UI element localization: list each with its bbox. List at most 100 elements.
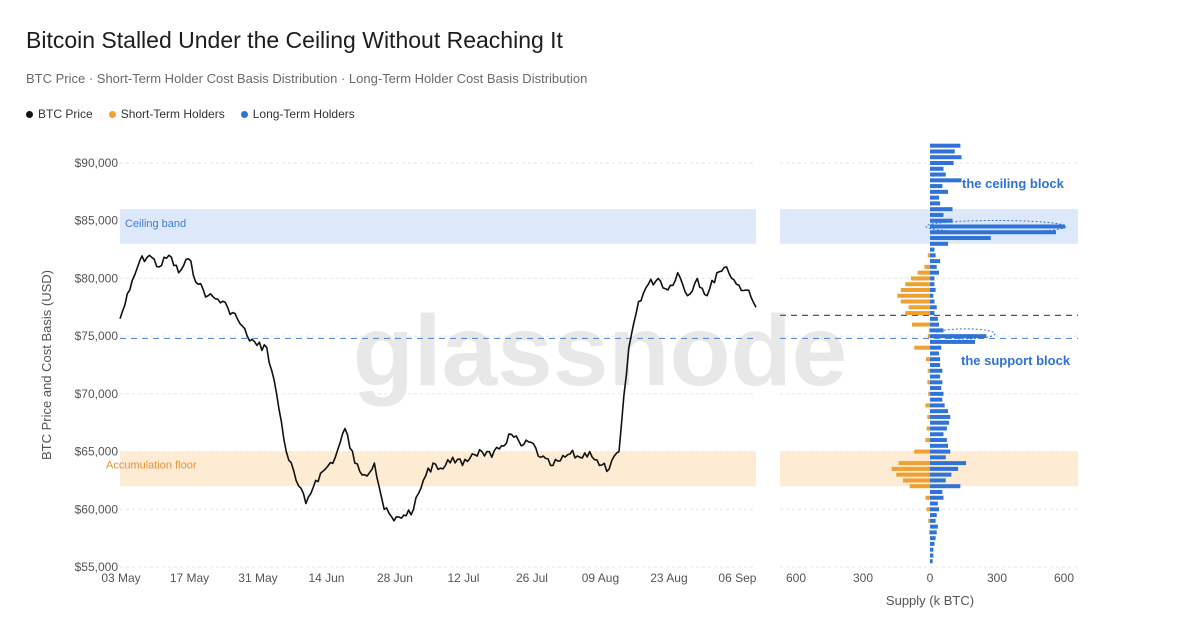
sth-bar [925, 403, 930, 408]
x-tick-label: 0 [927, 571, 934, 585]
lth-bar [930, 276, 935, 281]
lth-bar [930, 374, 941, 379]
sth-bar [927, 334, 930, 339]
sth-bar [914, 345, 930, 350]
y-tick-label: $65,000 [75, 445, 119, 459]
y-tick-label: $55,000 [75, 560, 119, 574]
lth-bar [930, 201, 941, 206]
sth-bar [925, 357, 930, 362]
lth-bar [930, 322, 939, 327]
lth-bar [930, 489, 943, 494]
x-tick-label: 06 Sep [718, 571, 756, 585]
lth-bar [930, 178, 962, 183]
lth-bar [930, 501, 938, 506]
x-tick-label: 600 [1054, 571, 1074, 585]
legend-label: Long-Term Holders [252, 107, 355, 121]
y-tick-label: $60,000 [75, 502, 119, 516]
y-axis-label: BTC Price and Cost Basis (USD) [39, 270, 54, 460]
x-tick-label: 14 Jun [308, 571, 344, 585]
lth-bar [930, 547, 934, 552]
lth-bar [930, 184, 943, 189]
sth-bar [898, 461, 930, 466]
sth-bar [910, 276, 930, 281]
y-tick-label: $75,000 [75, 329, 119, 343]
lth-bar [930, 524, 938, 529]
lth-bar [930, 530, 937, 535]
lth-bar [930, 166, 944, 171]
lth-bar [930, 536, 936, 541]
lth-bar [930, 311, 935, 316]
lth-bar [930, 472, 952, 477]
lth-bar [930, 559, 933, 564]
lth-bar [930, 541, 935, 546]
sth-bar [927, 414, 930, 419]
legend-item-long-term-holders: Long-Term Holders [240, 107, 355, 121]
sth-bar [891, 466, 930, 471]
legend-label: BTC Price [38, 107, 93, 121]
x-tick-label: 12 Jul [447, 571, 479, 585]
lth-bar [930, 207, 953, 212]
annotation-ceiling-block: the ceiling block [962, 176, 1065, 191]
lth-bar [930, 513, 937, 518]
band-label-ceiling: Ceiling band [125, 218, 186, 230]
lth-bar [930, 357, 941, 362]
annotation-support-block: the support block [961, 353, 1071, 368]
lth-bar [930, 409, 948, 414]
lth-bar [930, 432, 944, 437]
lth-bar [930, 478, 946, 483]
legend-dot-icon [240, 110, 248, 118]
lth-bar [930, 403, 945, 408]
sth-bar [926, 507, 930, 512]
y-tick-label: $85,000 [75, 214, 119, 228]
x-tick-label: 28 Jun [377, 571, 413, 585]
sth-bar [908, 305, 930, 310]
lth-bar [930, 305, 937, 310]
x-tick-label: 17 May [170, 571, 209, 585]
x-tick-label: 23 Aug [650, 571, 687, 585]
x-tick-label: 600 [786, 571, 806, 585]
lth-bar [930, 212, 944, 217]
lth-bar [930, 386, 942, 391]
chart-subtitle: BTC Price · Short-Term Holder Cost Basis… [26, 71, 588, 86]
lth-bar [930, 420, 950, 425]
lth-bar [930, 253, 936, 258]
lth-bar [930, 466, 959, 471]
sth-bar [928, 391, 930, 396]
lth-bar [930, 218, 953, 223]
y-tick-label: $90,000 [75, 156, 119, 170]
sth-bar [928, 530, 930, 535]
sth-bar [928, 518, 930, 523]
support-highlight [934, 328, 996, 340]
sth-bar [926, 426, 930, 431]
lth-bar [930, 316, 938, 321]
legend-item-short-term-holders: Short-Term Holders [108, 107, 225, 121]
lth-bar [930, 518, 936, 523]
legend: BTC Price Short-Term Holders Long-Term H… [26, 107, 355, 121]
sth-bar [924, 264, 930, 269]
lth-bar [930, 287, 936, 292]
sth-bar [905, 311, 930, 316]
lth-bar [930, 270, 939, 275]
lth-bar [930, 345, 942, 350]
legend-dot-icon [26, 110, 33, 118]
legend-label: Short-Term Holders [120, 107, 225, 121]
lth-bar [930, 495, 944, 500]
lth-bar [930, 391, 944, 396]
sth-bar [925, 438, 930, 443]
x-axis-label: Supply (k BTC) [886, 593, 974, 608]
lth-bar [930, 507, 939, 512]
lth-bar [930, 241, 948, 246]
lth-bar [930, 461, 966, 466]
legend-dot-icon [108, 110, 116, 118]
sth-bar [909, 484, 930, 489]
lth-bar [930, 293, 934, 298]
lth-bar [930, 484, 961, 489]
sth-bar [928, 328, 930, 333]
sth-bar [927, 380, 930, 385]
lth-bar [930, 299, 935, 304]
lth-bar [930, 236, 991, 241]
lth-bar [930, 224, 1065, 229]
sth-bar [927, 368, 930, 373]
lth-bar [930, 339, 975, 344]
